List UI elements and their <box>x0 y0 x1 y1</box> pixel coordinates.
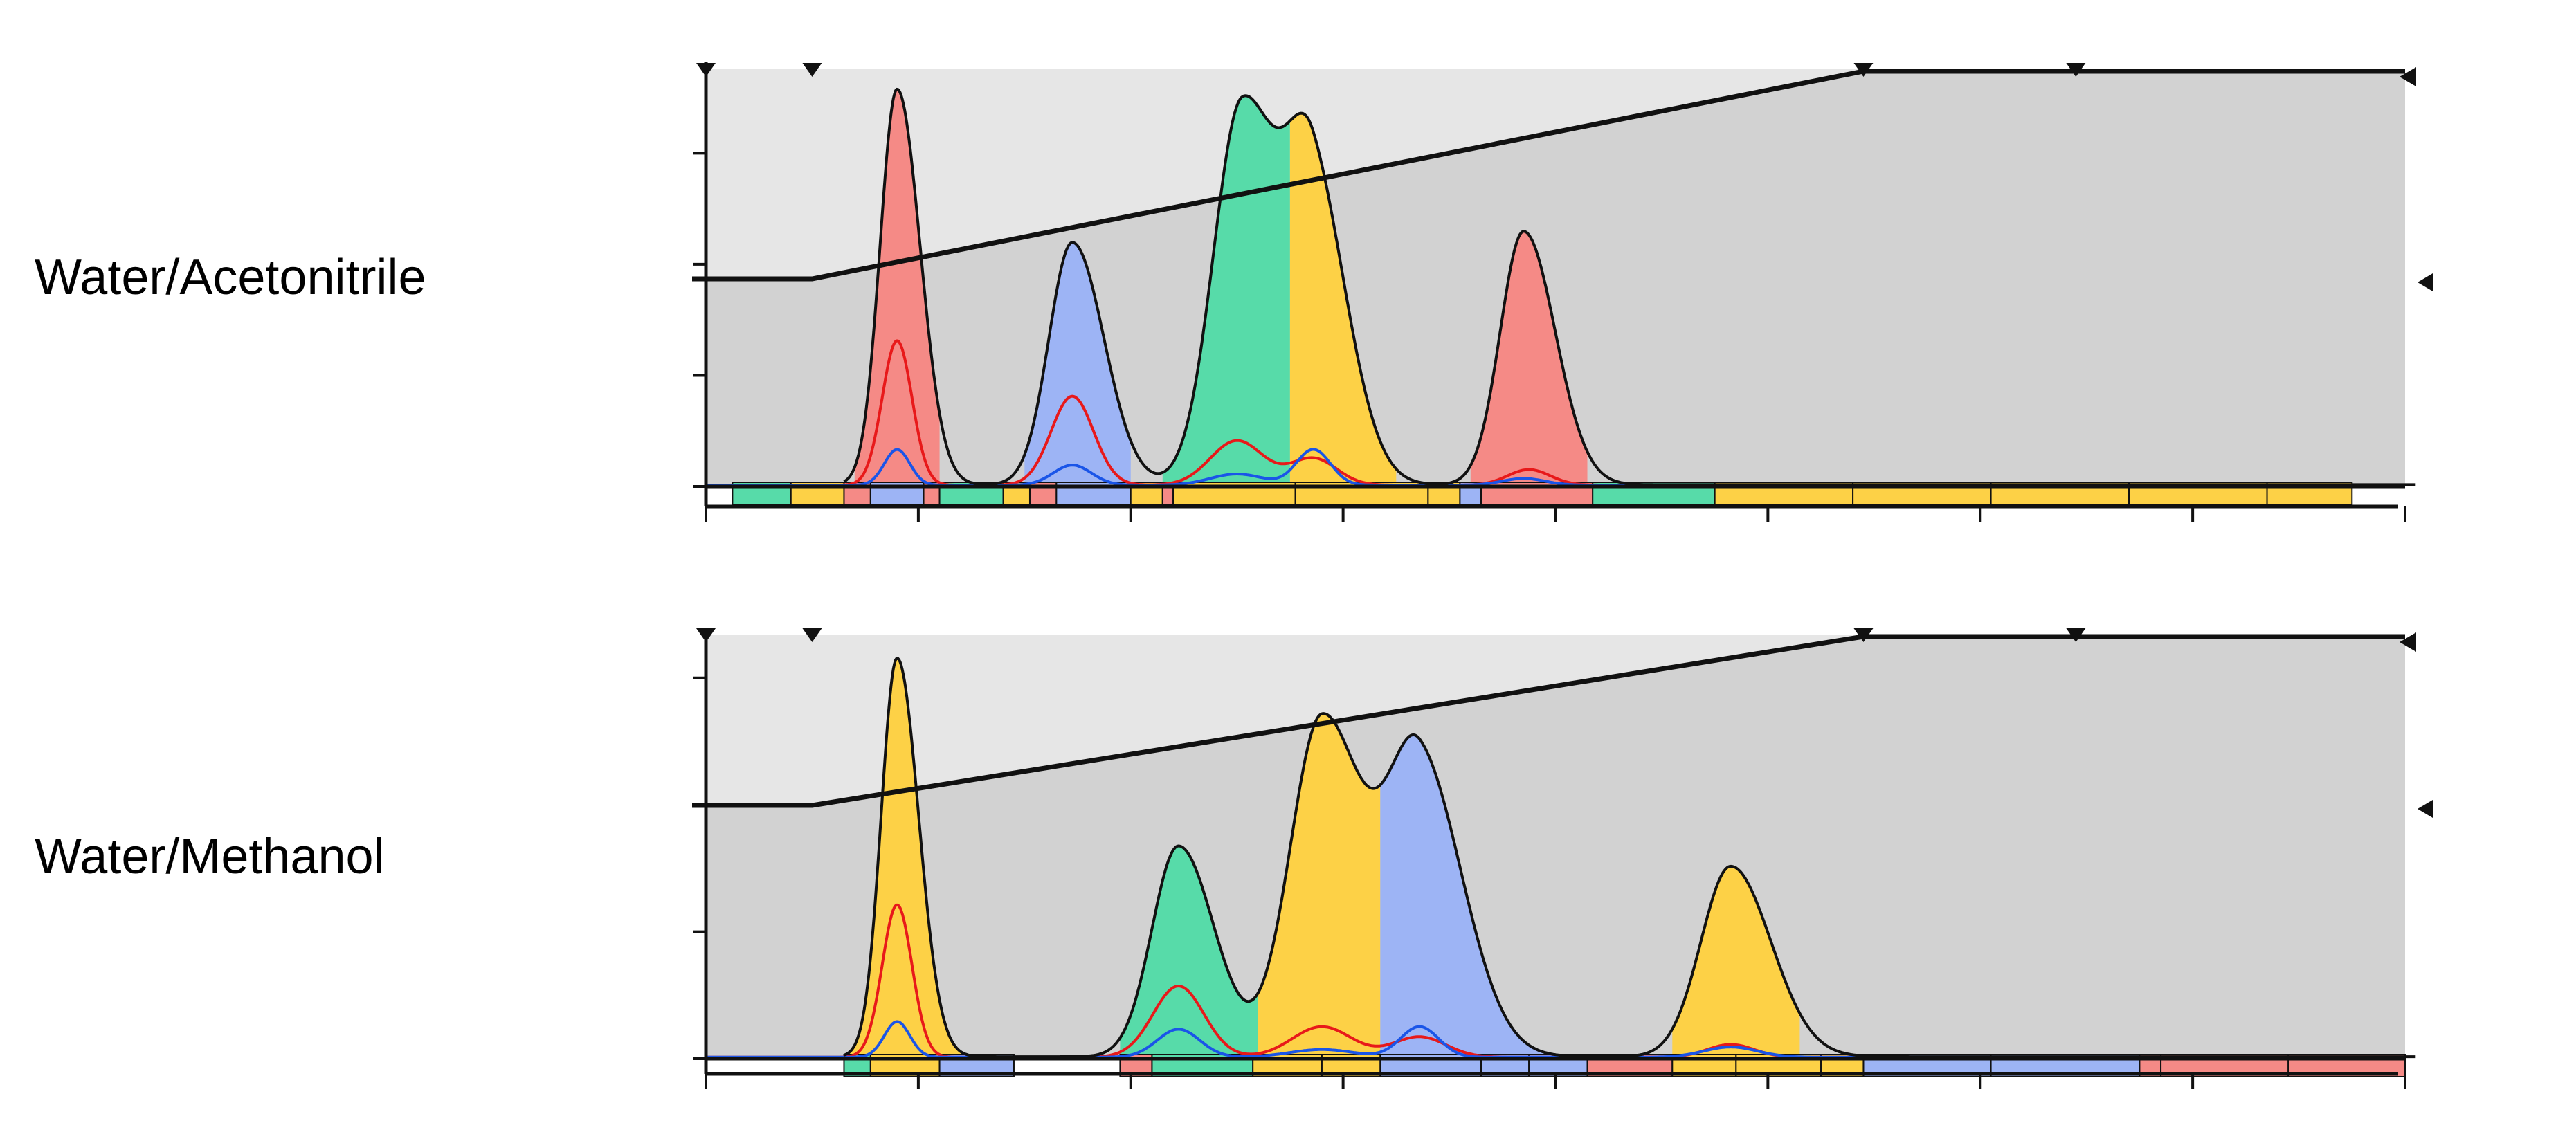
peak-fill-region <box>1024 242 1131 486</box>
gradient-line <box>692 69 2405 282</box>
signal-envelope <box>843 87 2416 486</box>
right-marker-start <box>2418 273 2433 291</box>
peak-fill-region <box>1289 113 1397 487</box>
right-marker-top <box>2400 632 2416 652</box>
row-label: Water/Acetonitrile <box>35 250 426 305</box>
peak-fill-region <box>1380 734 1577 1059</box>
peak-fill-region <box>1470 231 1588 486</box>
gradient-marker <box>802 63 822 77</box>
peak-fill-region <box>854 89 940 486</box>
gradient-marker <box>696 628 716 642</box>
signal-envelope <box>843 656 2416 1059</box>
panel-methanol: Water/Methanol <box>35 628 2433 1089</box>
gradient-marker <box>1853 63 1874 77</box>
peak-fill-region <box>844 658 961 1059</box>
right-marker-start <box>2418 800 2433 818</box>
plot-background-light <box>706 69 2405 279</box>
row-label: Water/Methanol <box>35 829 385 884</box>
gradient-marker <box>1853 628 1874 642</box>
plot-background-light <box>706 635 2405 805</box>
peak-fill-region <box>1120 846 1258 1059</box>
peak-fill-region <box>1672 866 1800 1059</box>
peak-fill-region <box>1258 713 1381 1059</box>
gradient-marker <box>802 628 822 642</box>
peak-fill-region <box>1162 95 1290 487</box>
gradient-marker <box>696 63 716 77</box>
right-marker-top <box>2400 67 2416 86</box>
gradient-marker <box>2066 63 2086 77</box>
panel-acetonitrile: Water/Acetonitrile <box>35 62 2433 522</box>
gradient-marker <box>2066 628 2086 642</box>
